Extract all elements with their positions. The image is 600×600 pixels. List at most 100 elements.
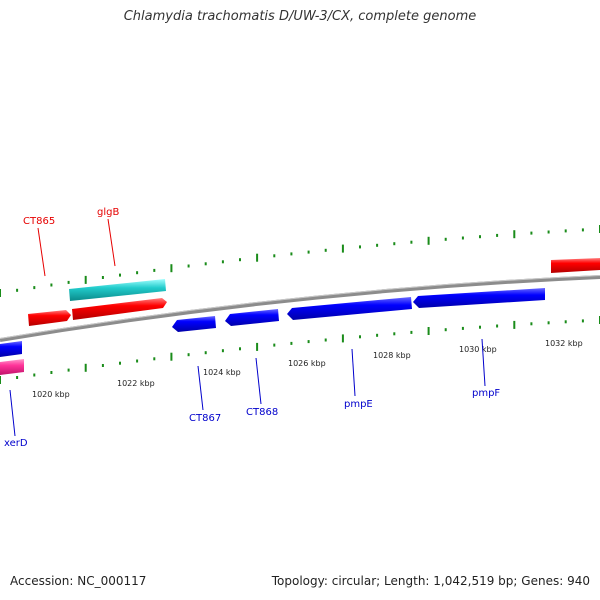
- minor-tick: [479, 235, 481, 239]
- gene-label-pmpF: pmpF: [472, 388, 500, 399]
- length-label: Length:: [384, 574, 430, 588]
- major-tick: [170, 352, 173, 361]
- minor-tick: [564, 320, 567, 324]
- major-tick: [0, 376, 1, 384]
- minor-tick: [496, 233, 499, 237]
- minor-tick: [359, 245, 361, 249]
- minor-tick: [239, 347, 241, 351]
- minor-tick: [530, 231, 533, 235]
- gene-glgB-arrow[interactable]: [72, 298, 167, 320]
- major-tick: [84, 363, 87, 372]
- minor-tick: [324, 248, 327, 252]
- minor-tick: [50, 283, 53, 287]
- genes-label: Genes:: [521, 574, 564, 588]
- rna-feature-arrow[interactable]: [69, 279, 166, 301]
- minor-tick: [101, 276, 104, 279]
- scale-label-1020: 1020 kbp: [32, 390, 70, 399]
- gene-CT865-arrow[interactable]: [28, 310, 71, 326]
- gene-label-CT867: CT867: [189, 413, 221, 424]
- major-tick: [341, 334, 344, 343]
- minor-tick: [393, 332, 396, 336]
- topology-value: circular: [331, 574, 377, 588]
- scale-label-1022: 1022 kbp: [117, 379, 155, 388]
- gene-label-glgB: glgB: [97, 207, 119, 218]
- minor-tick: [239, 258, 241, 262]
- minor-tick: [581, 228, 584, 232]
- major-tick: [256, 253, 259, 262]
- minor-tick: [479, 325, 481, 329]
- gene-xerD-arrow[interactable]: [0, 341, 22, 357]
- minor-tick: [204, 262, 207, 266]
- map-title: Chlamydia trachomatis D/UW-3/CX, complet…: [123, 9, 477, 24]
- gene-label-CT865: CT865: [23, 216, 55, 227]
- minor-tick: [273, 254, 276, 258]
- minor-tick: [290, 341, 293, 345]
- minor-tick: [136, 271, 139, 275]
- gene-labels: CT865 glgB xerD CT867 CT868 pmpE pmpF: [4, 207, 500, 449]
- minor-tick: [307, 340, 310, 344]
- major-tick: [341, 244, 344, 253]
- genes-value: 940: [567, 574, 590, 588]
- minor-tick: [376, 333, 379, 337]
- minor-tick: [393, 242, 396, 246]
- minor-tick: [136, 359, 139, 363]
- inner-tick-ring: [0, 316, 600, 384]
- scale-label-1030: 1030 kbp: [459, 345, 497, 354]
- major-tick: [513, 320, 516, 329]
- minor-tick: [461, 326, 464, 330]
- major-tick: [427, 236, 430, 245]
- scale-labels: 1020 kbp 1022 kbp 1024 kbp 1026 kbp 1028…: [32, 339, 583, 399]
- gene-right-arrow[interactable]: [551, 258, 600, 273]
- gene-label-pmpE: pmpE: [344, 399, 373, 410]
- minor-tick: [307, 250, 310, 254]
- major-tick: [84, 275, 87, 284]
- minor-tick: [547, 321, 550, 325]
- major-tick: [170, 264, 173, 273]
- scale-label-1028: 1028 kbp: [373, 351, 411, 360]
- minor-tick: [67, 280, 70, 284]
- minor-tick: [410, 240, 413, 244]
- minor-tick: [16, 288, 19, 292]
- minor-tick: [119, 273, 121, 277]
- minor-tick: [444, 328, 447, 332]
- minor-tick: [153, 268, 156, 272]
- gene-CT867-arrow[interactable]: [172, 316, 216, 332]
- minor-tick: [564, 229, 567, 233]
- minor-tick: [187, 353, 190, 357]
- minor-tick: [153, 357, 156, 361]
- major-tick: [0, 289, 1, 297]
- major-tick: [256, 342, 259, 351]
- minor-tick: [273, 343, 276, 347]
- minor-tick: [101, 364, 104, 367]
- major-tick: [513, 230, 516, 239]
- minor-tick: [33, 286, 36, 290]
- minor-tick: [204, 351, 207, 355]
- genome-summary: Topology: circular; Length: 1,042,519 bp…: [271, 574, 590, 588]
- minor-tick: [16, 376, 19, 379]
- minor-tick: [547, 230, 550, 234]
- minor-tick: [359, 335, 361, 339]
- genome-backbone: [0, 275, 600, 342]
- outer-tick-ring: [0, 225, 600, 297]
- major-tick: [427, 327, 430, 335]
- minor-tick: [496, 324, 499, 328]
- scale-label-1032: 1032 kbp: [545, 339, 583, 348]
- minor-tick: [530, 322, 533, 326]
- gene-CT868-arrow[interactable]: [225, 309, 279, 326]
- length-value: 1,042,519 bp: [433, 574, 514, 588]
- minor-tick: [376, 243, 379, 247]
- scale-label-1024: 1024 kbp: [203, 368, 241, 377]
- topology-label: Topology:: [271, 574, 328, 588]
- gene-pmpE-arrow[interactable]: [287, 297, 412, 320]
- minor-tick: [119, 361, 121, 365]
- accession-info: Accession: NC_000117: [10, 574, 146, 588]
- gene-pmpF-arrow[interactable]: [413, 288, 545, 308]
- reverse-features: [0, 288, 545, 375]
- minor-tick: [410, 330, 413, 334]
- gene-label-xerD: xerD: [4, 438, 28, 449]
- minor-tick: [187, 264, 190, 268]
- gene-label-CT868: CT868: [246, 407, 278, 418]
- minor-tick: [461, 236, 464, 240]
- gene-other-arrow[interactable]: [0, 359, 24, 375]
